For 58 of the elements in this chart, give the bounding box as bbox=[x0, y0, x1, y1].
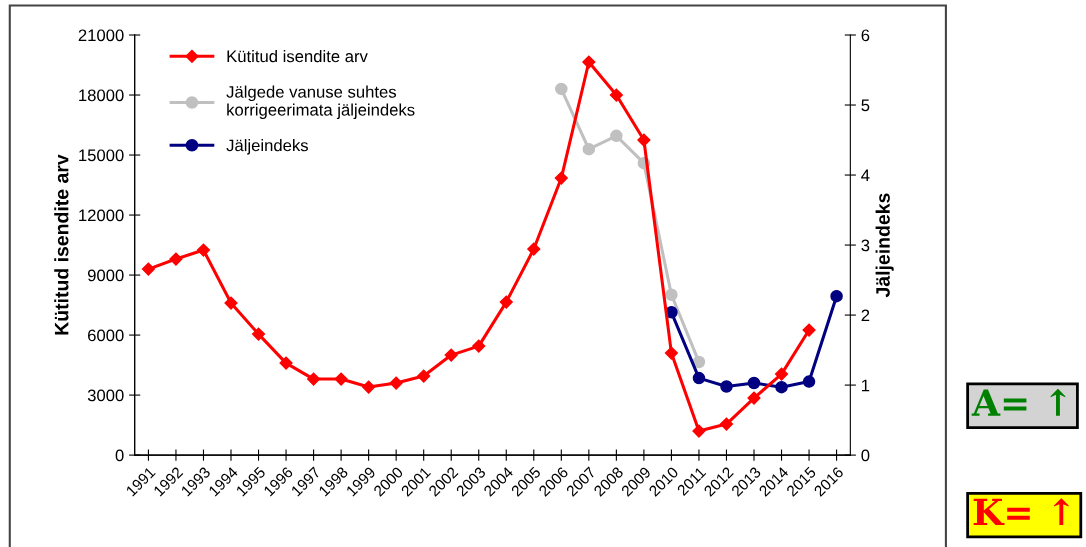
point bbox=[665, 288, 678, 302]
point bbox=[747, 376, 761, 390]
point bbox=[582, 55, 596, 69]
y-tick-label: 9000 bbox=[87, 269, 124, 282]
point bbox=[692, 355, 706, 369]
y2-axis-title: Jäljeindeks bbox=[875, 193, 894, 298]
y2-tick-label: 2 bbox=[861, 309, 870, 322]
point bbox=[775, 380, 788, 394]
point bbox=[802, 375, 816, 388]
point bbox=[692, 424, 706, 438]
y-tick-label: 18000 bbox=[79, 89, 124, 102]
point bbox=[334, 372, 348, 386]
point bbox=[417, 369, 431, 383]
text: A= ↑ bbox=[971, 388, 1066, 416]
point bbox=[692, 371, 706, 385]
y-tick-label: 3000 bbox=[87, 389, 124, 402]
point bbox=[389, 376, 403, 390]
point bbox=[555, 82, 568, 96]
point bbox=[637, 133, 651, 147]
text: K= ↑ bbox=[973, 498, 1069, 526]
point bbox=[554, 171, 568, 185]
point bbox=[251, 327, 266, 341]
y2-tick-label: 6 bbox=[861, 29, 870, 42]
point bbox=[747, 391, 761, 405]
point bbox=[664, 346, 679, 360]
y2-tick-label: 0 bbox=[861, 449, 870, 462]
point bbox=[306, 372, 321, 386]
y2-tick-label: 1 bbox=[862, 379, 870, 392]
y-tick-label: 21000 bbox=[78, 29, 124, 42]
point bbox=[830, 289, 843, 303]
point bbox=[279, 356, 293, 370]
y-tick-label: 0 bbox=[115, 449, 124, 462]
y-tick-label: 15000 bbox=[79, 149, 124, 162]
y2-tick-label: 3 bbox=[861, 239, 870, 252]
point bbox=[444, 348, 458, 362]
point bbox=[472, 339, 486, 353]
point bbox=[582, 142, 596, 156]
point bbox=[720, 380, 733, 393]
point bbox=[169, 252, 183, 266]
y-tick-label: 6000 bbox=[88, 329, 124, 342]
point bbox=[802, 323, 816, 337]
legend-label: Jälgede vanuse suhtes korrigeerimata jäljeindeks bbox=[226, 85, 415, 120]
point bbox=[610, 129, 623, 143]
legend-label: Jäljeindeks bbox=[226, 139, 308, 155]
point bbox=[196, 243, 211, 257]
point bbox=[362, 380, 376, 394]
y-axis-title: Kütitud isendite arv bbox=[54, 154, 69, 335]
point bbox=[527, 242, 541, 256]
point bbox=[141, 262, 156, 276]
y2-tick-label: 5 bbox=[861, 99, 870, 112]
point bbox=[774, 367, 789, 381]
point bbox=[499, 295, 513, 309]
y2-tick-label: 4 bbox=[861, 169, 870, 182]
point bbox=[609, 88, 623, 102]
point bbox=[719, 417, 734, 431]
legend-label: Kütitud isendite arv bbox=[227, 50, 368, 63]
point bbox=[224, 296, 238, 310]
y-tick-label: 12000 bbox=[79, 209, 124, 222]
